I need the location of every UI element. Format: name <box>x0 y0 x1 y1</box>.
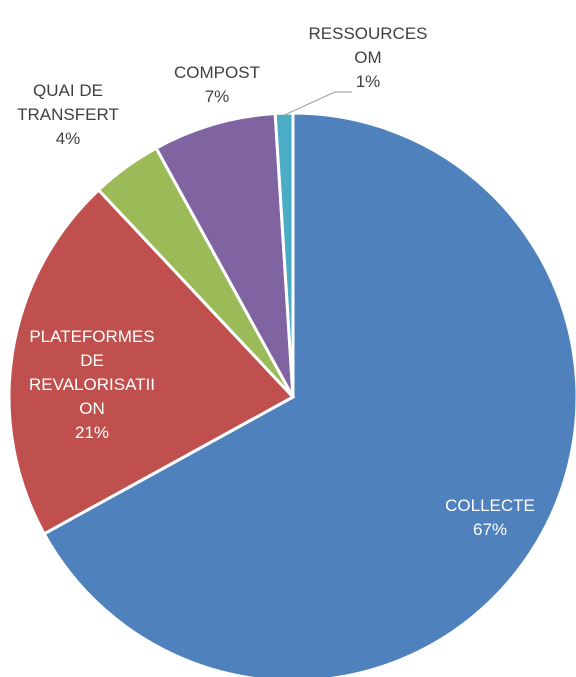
slice-label: COMPOST 7% <box>157 61 277 109</box>
pie-slice <box>42 111 576 677</box>
category-label: COMPOST <box>174 63 260 82</box>
slice-label: RESSOURCES OM 1% <box>298 22 438 94</box>
pie-slice <box>154 111 295 398</box>
slice-label: PLATEFORMES DE REVALORISATIION 21% <box>28 325 156 445</box>
category-label: QUAI DE TRANSFERT <box>17 81 119 124</box>
value-label: 67% <box>472 520 508 539</box>
value-label: 21% <box>74 423 110 442</box>
value-label: 4% <box>55 129 81 148</box>
value-label: 7% <box>204 87 230 106</box>
leader-line <box>283 91 352 116</box>
slice-label: COLLECTE 67% <box>420 494 560 542</box>
pie-slice <box>7 187 296 536</box>
category-label: COLLECTE <box>445 496 535 515</box>
slice-label: QUAI DE TRANSFERT 4% <box>8 79 128 151</box>
pie-slice <box>273 111 295 398</box>
category-label: PLATEFORMES DE REVALORISATIION <box>29 327 155 418</box>
value-label: 1% <box>355 72 381 91</box>
category-label: RESSOURCES OM <box>308 24 428 67</box>
